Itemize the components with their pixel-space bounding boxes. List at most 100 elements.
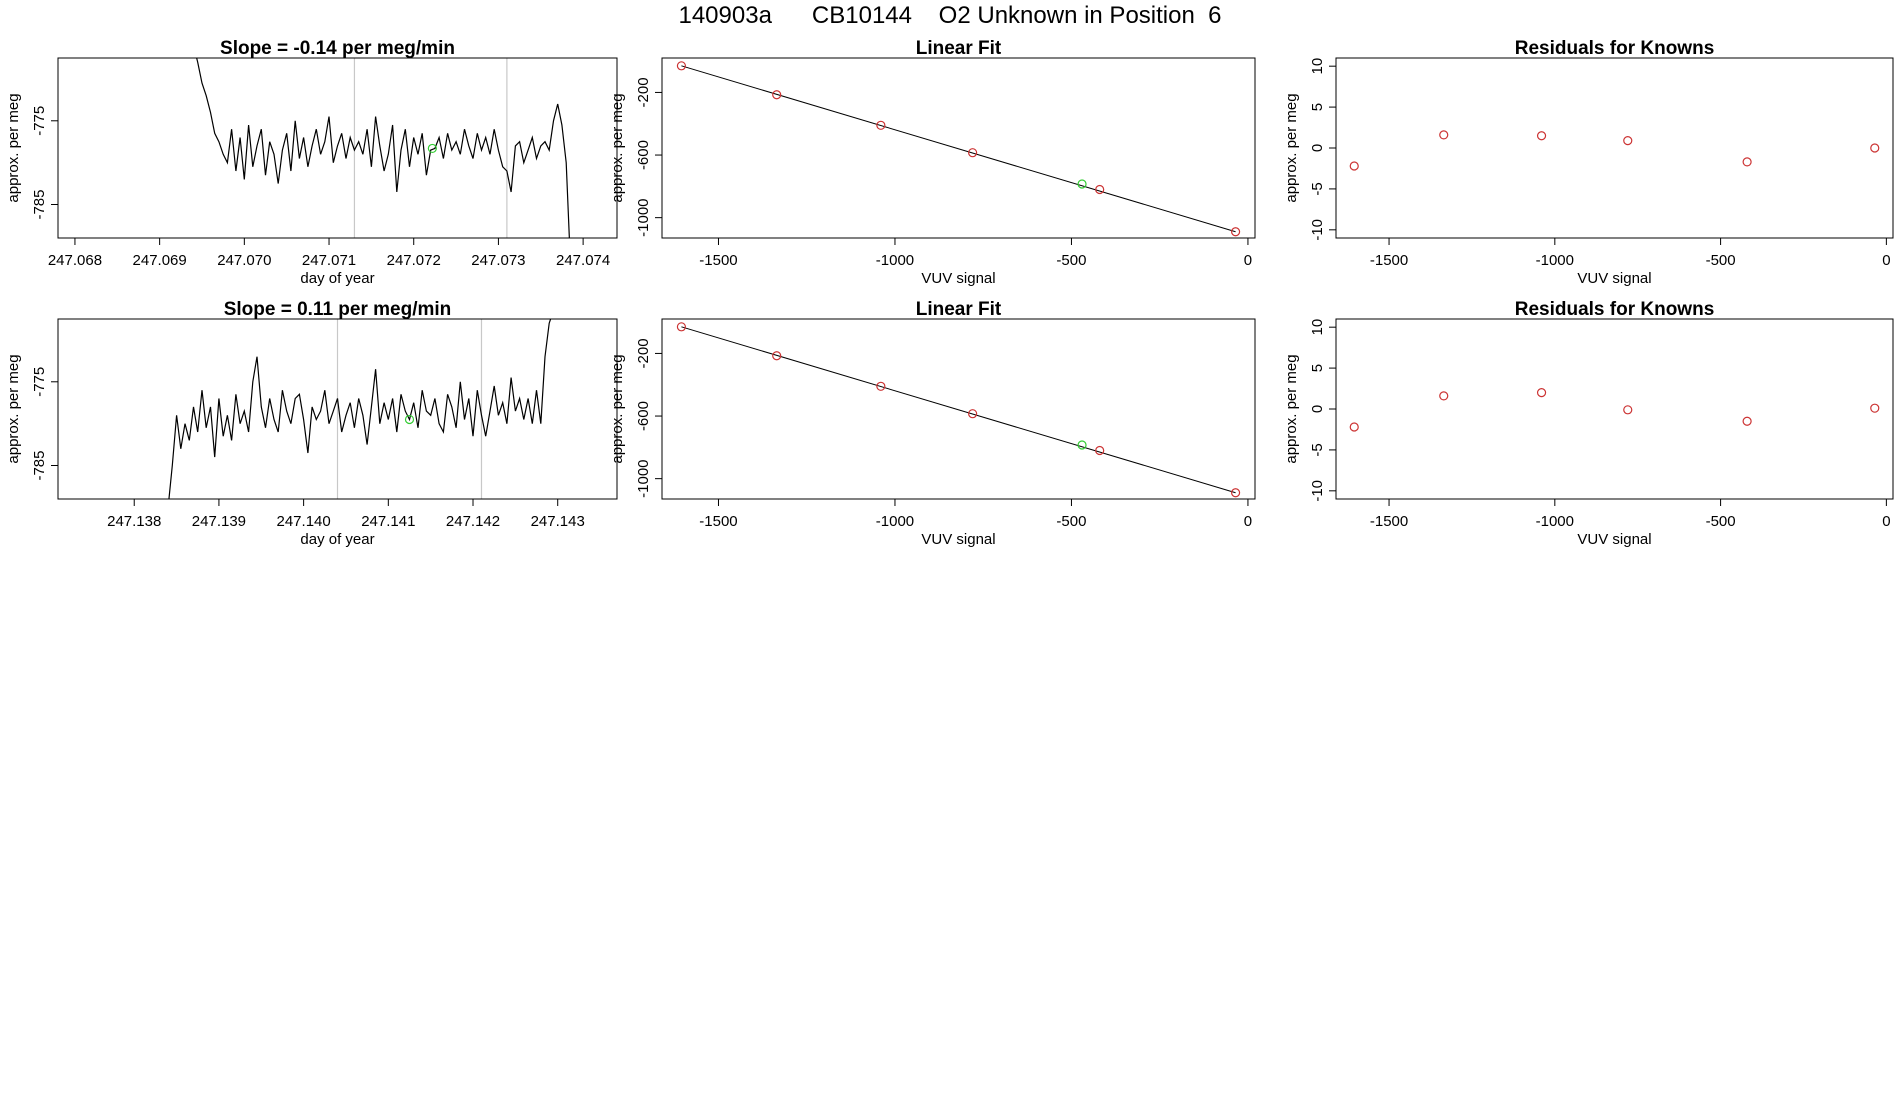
y-axis-label: approx. per meg [1283, 354, 1300, 463]
x-tick-label: -1500 [699, 513, 737, 530]
x-axis-label: VUV signal [921, 270, 995, 287]
data-point [1230, 227, 1241, 237]
chart-res2: Residuals for Knowns -1500 -1000 -500 0 VUV s… [1283, 299, 1894, 548]
data-point [1623, 136, 1633, 146]
y-axis-label: approx. per meg [1283, 93, 1300, 202]
data-point [1439, 391, 1449, 401]
x-tick-label: 247.143 [531, 513, 585, 530]
x-axis-label: day of year [300, 531, 374, 548]
x-tick-label: -500 [1706, 252, 1736, 269]
y-tick-label: 5 [1309, 364, 1326, 372]
data-point [1439, 130, 1449, 140]
data-point [968, 148, 978, 158]
y-tick-label: -600 [635, 140, 652, 170]
data-point [676, 61, 687, 71]
series-line [168, 319, 552, 499]
data-point [1536, 388, 1547, 398]
data-point [1095, 184, 1105, 195]
data-point [1870, 143, 1880, 153]
x-axis-label: VUV signal [1577, 531, 1651, 548]
series-line [196, 58, 570, 238]
x-tick-label: 247.072 [387, 252, 441, 269]
chart-title: Linear Fit [916, 299, 1002, 320]
data-point [1870, 403, 1880, 413]
data-point [1095, 445, 1105, 456]
x-tick-label: -1500 [1370, 252, 1408, 269]
x-axis-label: VUV signal [1577, 270, 1651, 287]
chart-title: Residuals for Knowns [1515, 38, 1715, 59]
y-tick-label: 5 [1309, 103, 1326, 111]
x-tick-label: -1500 [1370, 513, 1408, 530]
x-tick-label: -500 [1056, 252, 1086, 269]
x-tick-label: -1000 [1536, 252, 1574, 269]
data-point [1349, 422, 1359, 432]
data-point [676, 322, 687, 332]
x-tick-label: -1000 [876, 252, 914, 269]
chart-res1: Residuals for Knowns -1500 -1000 -500 0 VUV s… [1283, 38, 1894, 287]
highlight-point [427, 143, 437, 154]
data-point [1742, 157, 1752, 167]
y-tick-label: -1000 [635, 198, 652, 236]
x-tick-label: 247.073 [471, 252, 525, 269]
y-tick-label: -10 [1309, 219, 1326, 241]
y-axis-label: approx. per meg [609, 93, 626, 202]
data-point [1536, 131, 1547, 141]
data-point [1230, 488, 1241, 498]
y-tick-label: -5 [1309, 182, 1326, 195]
x-tick-label: 247.069 [133, 252, 187, 269]
data-point [1349, 161, 1359, 171]
y-axis-label: approx. per meg [5, 354, 22, 463]
x-tick-label: 247.074 [556, 252, 610, 269]
x-tick-label: 0 [1244, 252, 1252, 269]
x-tick-label: -1500 [699, 252, 737, 269]
x-tick-label: 247.139 [192, 513, 246, 530]
y-tick-label: -600 [635, 401, 652, 431]
data-point [876, 120, 886, 130]
data-point [1623, 405, 1633, 415]
highlight-point [1077, 179, 1087, 189]
highlight-point [1077, 440, 1087, 450]
y-tick-label: 10 [1309, 319, 1326, 336]
y-tick-label: -785 [31, 189, 48, 219]
chart-fit1: Linear Fit -1500 -1000 -500 0 VUV signal -1000… [609, 38, 1256, 287]
x-tick-label: -1000 [876, 513, 914, 530]
x-tick-label: 247.142 [446, 513, 500, 530]
x-tick-label: 0 [1882, 252, 1890, 269]
x-tick-label: 247.070 [217, 252, 271, 269]
chart-ts2: Slope = 0.11 per meg/min 247.138 247.139 24… [5, 299, 618, 548]
plot-frame [661, 57, 1256, 239]
x-axis-label: VUV signal [921, 531, 995, 548]
chart-fit2: Linear Fit -1500 -1000 -500 0 VUV signal -1000… [609, 299, 1256, 548]
y-axis-label: approx. per meg [609, 354, 626, 463]
x-tick-label: -500 [1706, 513, 1736, 530]
y-tick-label: -1000 [635, 459, 652, 497]
fit-line [681, 326, 1236, 494]
y-tick-label: 0 [1309, 405, 1326, 413]
y-tick-label: -785 [31, 450, 48, 480]
main-title: 140903a CB10144 O2 Unknown in Position 6 [678, 2, 1222, 29]
chart-title: Slope = 0.11 per meg/min [224, 299, 452, 320]
y-tick-label: 10 [1309, 58, 1326, 75]
chart-title: Slope = -0.14 per meg/min [220, 38, 455, 59]
y-tick-label: -775 [31, 367, 48, 397]
data-point [1742, 416, 1752, 426]
data-point [772, 351, 782, 361]
y-tick-label: -5 [1309, 443, 1326, 456]
x-tick-label: 247.141 [361, 513, 415, 530]
plot-frame [661, 318, 1256, 500]
x-tick-label: 247.138 [107, 513, 161, 530]
y-tick-label: -200 [635, 338, 652, 368]
chart-title: Linear Fit [916, 38, 1002, 59]
y-tick-label: -200 [635, 77, 652, 107]
x-tick-label: 247.071 [302, 252, 356, 269]
y-axis-label: approx. per meg [5, 93, 22, 202]
x-tick-label: -500 [1056, 513, 1086, 530]
plot-frame [57, 318, 618, 500]
highlight-point [404, 414, 415, 425]
chart-title: Residuals for Knowns [1515, 299, 1715, 320]
fit-line [681, 65, 1236, 233]
x-tick-label: 247.140 [277, 513, 331, 530]
x-tick-label: 0 [1244, 513, 1252, 530]
y-tick-label: -10 [1309, 480, 1326, 502]
x-tick-label: -1000 [1536, 513, 1574, 530]
